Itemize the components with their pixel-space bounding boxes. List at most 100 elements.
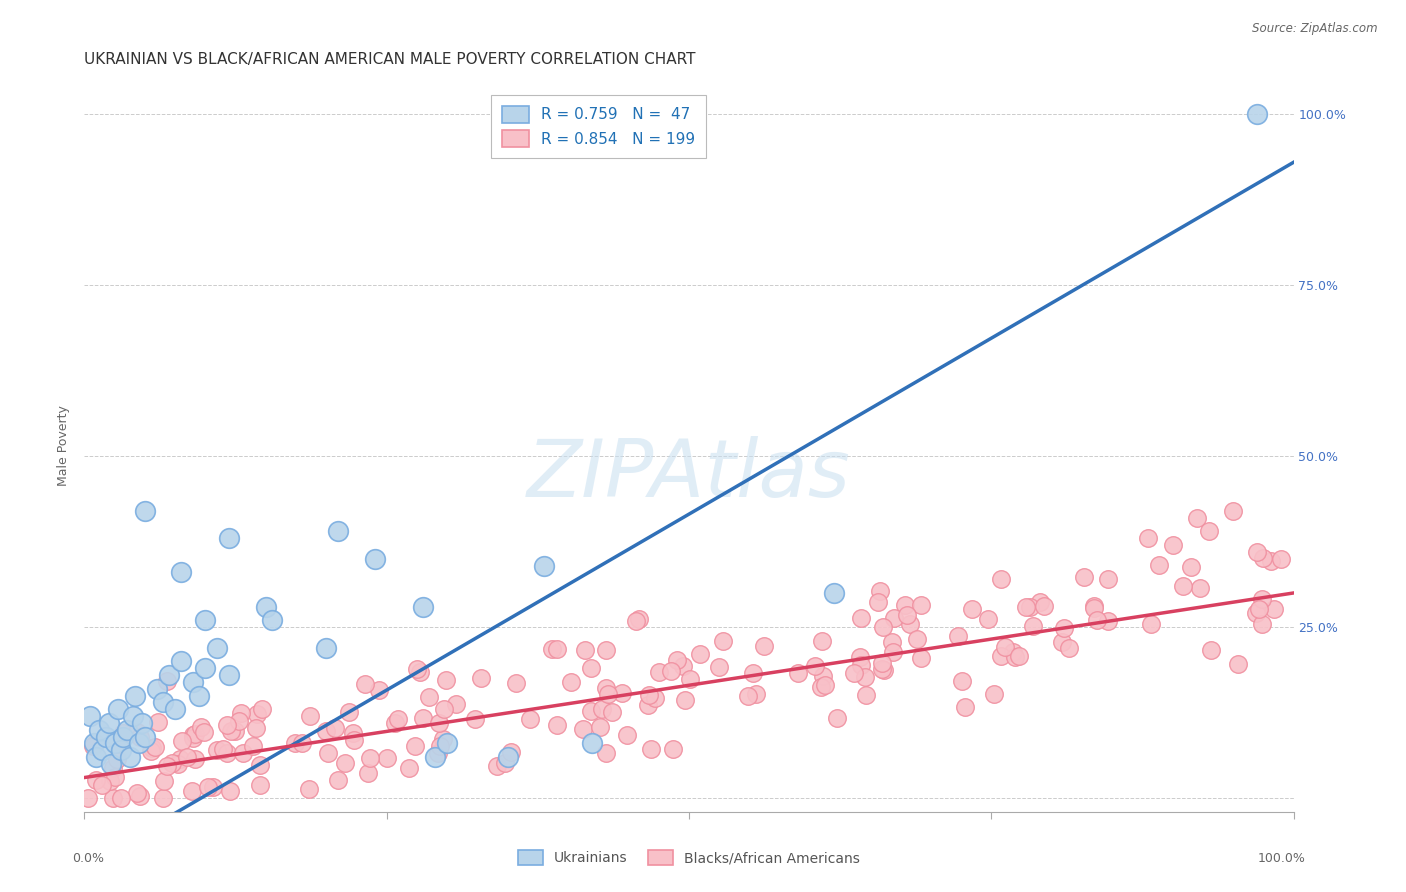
Point — [505, 675, 527, 690]
Point — [188, 689, 211, 703]
Point — [1014, 600, 1036, 615]
Point — [659, 664, 682, 678]
Point — [1057, 640, 1080, 655]
Point — [1140, 617, 1163, 632]
Point — [156, 759, 179, 773]
Point — [610, 686, 633, 700]
Point — [434, 673, 457, 688]
Point — [436, 736, 458, 750]
Point — [869, 584, 891, 599]
Text: 0.0%: 0.0% — [72, 852, 104, 865]
Point — [628, 612, 651, 626]
Point — [689, 648, 711, 662]
Text: Source: ZipAtlas.com: Source: ZipAtlas.com — [1253, 22, 1378, 36]
Point — [194, 661, 217, 675]
Point — [337, 705, 360, 719]
Point — [1246, 545, 1268, 559]
Point — [146, 681, 169, 696]
Point — [170, 566, 193, 580]
Point — [342, 725, 364, 739]
Point — [589, 721, 612, 735]
Point — [499, 745, 522, 759]
Point — [183, 731, 205, 746]
Point — [637, 688, 659, 702]
Point — [579, 704, 602, 718]
Point — [1019, 599, 1042, 614]
Point — [870, 656, 893, 670]
Point — [533, 558, 555, 573]
Point — [156, 673, 179, 688]
Point — [571, 722, 593, 736]
Point — [357, 766, 380, 780]
Point — [231, 706, 253, 720]
Point — [157, 668, 180, 682]
Point — [343, 732, 366, 747]
Point — [1083, 601, 1105, 615]
Point — [581, 736, 603, 750]
Point — [128, 789, 150, 803]
Point — [228, 714, 250, 729]
Point — [596, 687, 619, 701]
Point — [1083, 599, 1105, 614]
Point — [673, 693, 696, 707]
Point — [1270, 551, 1292, 566]
Point — [160, 756, 183, 771]
Point — [249, 779, 271, 793]
Point — [1253, 551, 1275, 566]
Point — [880, 635, 903, 649]
Point — [1052, 635, 1074, 649]
Point — [640, 742, 662, 756]
Point — [298, 782, 321, 797]
Point — [1022, 619, 1045, 633]
Point — [842, 665, 865, 680]
Point — [868, 595, 890, 609]
Point — [1161, 538, 1184, 552]
Point — [104, 736, 127, 750]
Point — [872, 662, 894, 676]
Point — [1032, 599, 1054, 614]
Point — [190, 720, 212, 734]
Point — [112, 730, 135, 744]
Point — [194, 613, 217, 627]
Point — [1251, 616, 1274, 631]
Point — [107, 737, 129, 751]
Point — [1180, 559, 1202, 574]
Point — [1227, 657, 1250, 671]
Point — [107, 702, 129, 716]
Point — [546, 717, 568, 731]
Point — [595, 746, 617, 760]
Point — [990, 649, 1012, 664]
Point — [849, 658, 872, 673]
Point — [574, 643, 596, 657]
Point — [77, 791, 100, 805]
Point — [752, 639, 775, 653]
Point — [1199, 643, 1222, 657]
Point — [560, 675, 582, 690]
Point — [579, 661, 602, 675]
Point — [418, 690, 440, 705]
Point — [128, 736, 150, 750]
Point — [910, 651, 932, 665]
Point — [600, 705, 623, 719]
Point — [1251, 592, 1274, 607]
Point — [541, 642, 564, 657]
Point — [201, 780, 224, 795]
Point — [246, 706, 269, 721]
Point — [219, 724, 242, 739]
Point — [849, 611, 872, 625]
Point — [127, 786, 149, 800]
Point — [1260, 554, 1282, 568]
Point — [363, 551, 385, 566]
Point — [84, 772, 107, 787]
Point — [242, 739, 264, 754]
Point — [326, 772, 349, 787]
Point — [412, 711, 434, 725]
Point — [184, 726, 207, 740]
Point — [115, 723, 138, 737]
Point — [432, 732, 454, 747]
Point — [101, 761, 124, 775]
Point — [333, 756, 356, 770]
Point — [960, 602, 983, 616]
Point — [328, 524, 350, 539]
Point — [94, 730, 117, 744]
